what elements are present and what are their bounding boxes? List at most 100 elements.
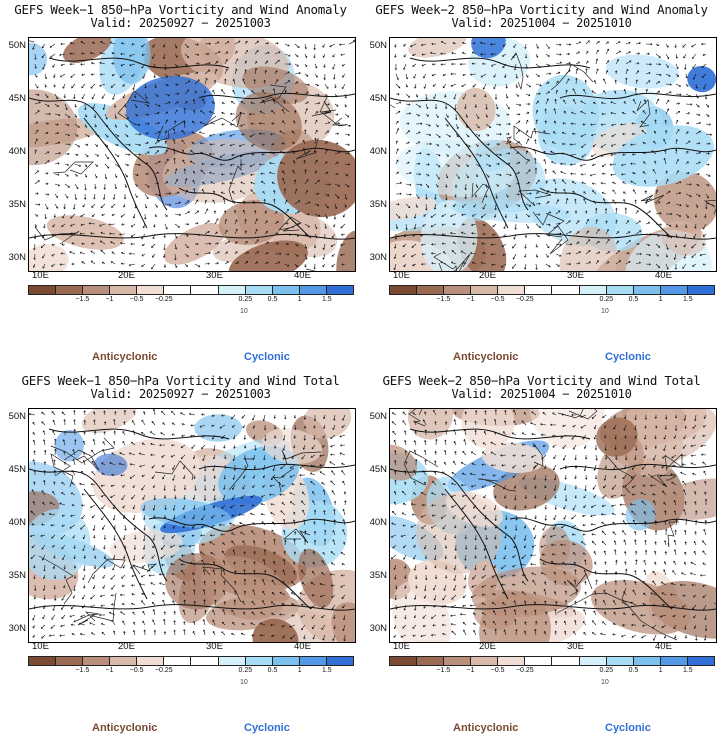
colorbar-tick-label: −1	[466, 667, 475, 674]
wind-vectors	[390, 409, 708, 641]
country-border	[348, 39, 355, 45]
country-border	[433, 252, 464, 271]
lat-label: 45N	[8, 464, 26, 475]
map-area	[389, 408, 717, 643]
lon-label: 20E	[118, 641, 135, 652]
colorbar-tick-label: −0.5	[490, 667, 505, 674]
colorbar-tick-label: 1.5	[682, 667, 693, 674]
lat-label: 30N	[8, 623, 26, 634]
colorbar-swatch	[633, 286, 661, 294]
vorticity-shade	[687, 65, 716, 93]
country-border	[228, 159, 242, 204]
vorticity-shade	[109, 529, 183, 563]
colorbar-tick-label: 1	[658, 667, 663, 674]
vorticity-shade	[407, 409, 454, 440]
colorbar-tick-label: −1	[105, 667, 114, 674]
lon-label: 20E	[479, 641, 496, 652]
country-border	[390, 104, 396, 109]
colorbar-tick-label: −0.5	[490, 296, 505, 303]
country-border	[408, 409, 426, 427]
vorticity-shade	[29, 42, 48, 76]
coastline	[390, 97, 529, 211]
vorticity-shade	[530, 409, 604, 449]
legend-anticyclonic: Anticyclonic	[453, 351, 519, 363]
country-border	[117, 90, 151, 126]
coastline	[559, 92, 716, 100]
lat-label: 45N	[369, 93, 387, 104]
legend-anticyclonic: Anticyclonic	[92, 722, 158, 734]
coastline	[444, 117, 509, 229]
colorbar-swatch	[498, 286, 526, 294]
panel-title: GEFS Week−1 850−hPa Vorticity and Wind T…	[21, 373, 340, 388]
vorticity-shade	[162, 138, 278, 203]
coastline	[539, 558, 673, 610]
country-border	[518, 189, 552, 207]
colorbar-swatch	[83, 657, 111, 665]
colorbar-swatch	[417, 286, 445, 294]
colorbar-tick-label: 0.5	[628, 667, 639, 674]
lat-label: 40N	[369, 146, 387, 157]
country-border	[510, 52, 524, 91]
vorticity-map-svg	[390, 409, 716, 642]
panel-valid-range: Valid: 20250927 − 20251003	[90, 387, 271, 401]
panel-title: GEFS Week−2 850−hPa Vorticity and Wind T…	[382, 373, 701, 388]
vorticity-shade	[29, 243, 69, 271]
colorbar-tick-label: 1.5	[682, 296, 693, 303]
colorbar	[28, 285, 354, 295]
vorticity-shade	[262, 428, 322, 464]
lat-label: 50N	[369, 411, 387, 422]
coastline	[29, 604, 355, 611]
colorbar-swatch	[218, 286, 246, 294]
lat-label: 45N	[8, 93, 26, 104]
vorticity-shade	[112, 38, 151, 84]
vorticity-shade	[390, 196, 437, 220]
coastline	[178, 558, 312, 610]
country-border	[438, 253, 471, 271]
country-border	[73, 611, 100, 623]
map-area	[28, 408, 356, 643]
colorbar-swatch	[552, 657, 580, 665]
lon-label: 10E	[393, 641, 410, 652]
coastline	[509, 146, 716, 161]
country-border	[38, 555, 74, 605]
colorbar-swatch	[525, 657, 553, 665]
lat-label: 40N	[369, 517, 387, 528]
lon-label: 30E	[567, 641, 584, 652]
lon-label: 40E	[655, 270, 672, 281]
colorbar-swatch	[417, 657, 445, 665]
vorticity-shade	[218, 445, 300, 505]
panel-valid-range: Valid: 20251004 − 20251010	[451, 16, 632, 30]
country-border	[34, 226, 80, 245]
country-border	[278, 216, 302, 232]
colorbar-tick-label: 0.5	[628, 296, 639, 303]
colorbar-swatch	[498, 657, 526, 665]
colorbar-tick-label: −1.5	[75, 667, 90, 674]
country-border	[532, 442, 544, 471]
vorticity-shade	[252, 618, 299, 642]
country-border	[283, 528, 311, 544]
country-border	[636, 99, 651, 128]
panel-valid-range: Valid: 20250927 − 20251003	[90, 16, 271, 30]
colorbar-swatch	[579, 286, 607, 294]
legend-cyclonic: Cyclonic	[605, 722, 651, 734]
colorbar-swatch	[687, 286, 714, 294]
vorticity-shade	[471, 566, 581, 618]
coastline	[198, 463, 355, 471]
lat-label: 30N	[369, 252, 387, 263]
colorbar-swatch	[137, 286, 165, 294]
lat-label: 30N	[369, 623, 387, 634]
country-border	[557, 409, 584, 419]
vorticity-shade	[532, 74, 600, 151]
country-border	[568, 409, 598, 420]
colorbar-swatch	[633, 657, 661, 665]
country-border	[605, 454, 635, 494]
colorbar	[28, 656, 354, 666]
map-area	[28, 37, 356, 272]
lon-label: 40E	[655, 641, 672, 652]
vorticity-shade	[391, 580, 451, 642]
legend-anticyclonic: Anticyclonic	[92, 351, 158, 363]
coastline	[178, 187, 312, 239]
vorticity-shade	[461, 409, 515, 449]
legend-cyclonic: Cyclonic	[605, 351, 651, 363]
colorbar-swatch	[110, 286, 138, 294]
